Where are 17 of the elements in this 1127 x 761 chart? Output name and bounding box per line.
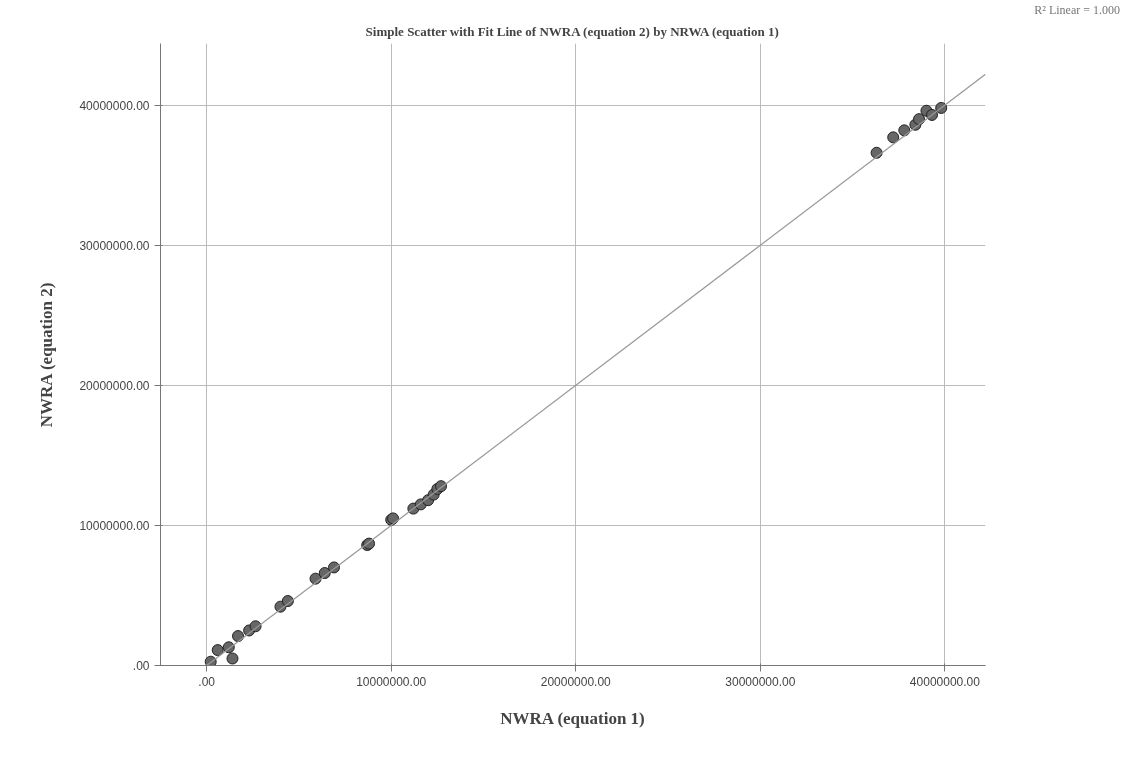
y-tick-label: 30000000.00 [79, 238, 150, 253]
text: R² Linear = 1.000 [1034, 2, 1120, 19]
y-axis-title: NWRA (equation 2) [37, 282, 57, 428]
x-tick-label: 30000000.00 [725, 674, 796, 689]
y-tick-label: 20000000.00 [79, 378, 150, 393]
x-tick-label: .00 [198, 674, 216, 689]
point [211, 644, 224, 657]
x-tick-label: 10000000.00 [356, 674, 427, 689]
x-tick-label: 40000000.00 [909, 674, 981, 689]
x-axis-title: NWRA (equation 1) [500, 708, 645, 728]
x-tick-label: 20000000.00 [540, 674, 612, 689]
chart-title: Simple Scatter with Fit Line of NWRA (equation 2) by NRWA (equation 1) [365, 23, 779, 39]
y-tick-label: 10000000.00 [79, 518, 150, 533]
point [226, 652, 239, 665]
y-tick-label: .00 [132, 659, 150, 673]
y-tick-label: 40000000.00 [79, 98, 150, 113]
point [887, 131, 900, 144]
